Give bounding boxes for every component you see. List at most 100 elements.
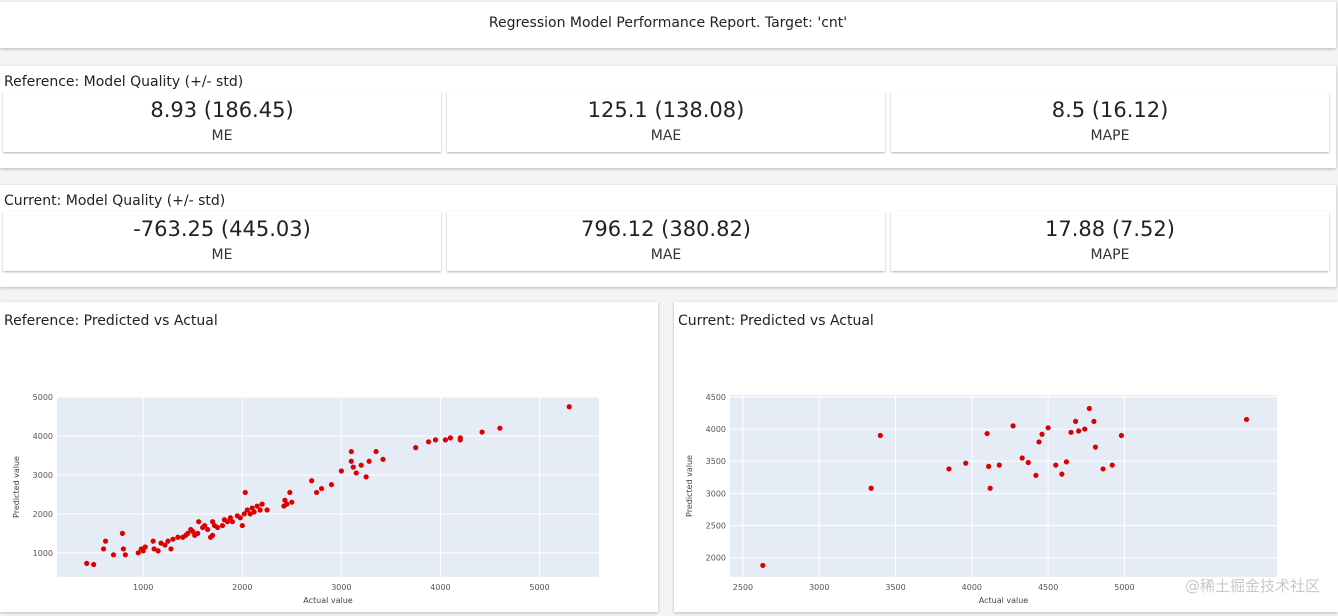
metric-value: 17.88 (7.52) xyxy=(1045,217,1175,241)
metric-box: 8.5 (16.12) MAPE xyxy=(891,92,1329,152)
point xyxy=(254,503,260,509)
x-axis-label: Actual value xyxy=(979,596,1029,605)
metric-value: 796.12 (380.82) xyxy=(580,217,752,241)
point xyxy=(1010,423,1016,429)
point xyxy=(363,474,369,480)
watermark: @稀土掘金技术社区 xyxy=(1184,577,1320,595)
point xyxy=(84,560,90,566)
point xyxy=(185,530,191,536)
point xyxy=(237,515,243,521)
point xyxy=(249,505,255,511)
x-tick-label: 2500 xyxy=(733,583,753,592)
chart-card: Current: Predicted vs Actual 2500 3000 3500… xyxy=(674,302,1338,612)
y-tick-label: 3500 xyxy=(706,457,726,466)
x-tick-label: 4000 xyxy=(962,583,982,592)
point xyxy=(170,536,176,542)
point xyxy=(244,507,250,513)
x-tick-label: 1000 xyxy=(133,583,153,592)
point xyxy=(1025,459,1031,466)
y-tick-label: 1000 xyxy=(33,549,53,558)
point xyxy=(328,482,335,488)
point xyxy=(1086,405,1092,412)
x-axis-label: Actual value xyxy=(303,596,353,605)
point xyxy=(442,437,449,443)
point xyxy=(287,489,293,496)
metric-label: MAPE xyxy=(1090,247,1130,263)
point xyxy=(1072,418,1079,424)
point xyxy=(1019,455,1025,461)
metric-value: 8.93 (186.45) xyxy=(150,98,294,122)
y-tick-label: 4000 xyxy=(33,432,53,441)
point xyxy=(122,552,128,558)
y-tick-label: 2000 xyxy=(706,554,726,563)
plot-area xyxy=(57,397,599,577)
point xyxy=(119,530,125,536)
y-tick-label: 4000 xyxy=(706,425,726,434)
quality-panel: Reference: Model Quality (+/- std) 8.93 (… xyxy=(0,66,1336,168)
point xyxy=(457,435,463,441)
chart: Reference: Predicted vs Actual 1000 2000 30… xyxy=(4,313,599,605)
point xyxy=(91,561,97,568)
metric-box: 8.93 (186.45) ME xyxy=(3,92,441,152)
point xyxy=(338,468,344,474)
point xyxy=(259,501,265,507)
point xyxy=(289,499,295,505)
point xyxy=(984,430,990,437)
point xyxy=(214,524,221,531)
point xyxy=(196,519,202,525)
point xyxy=(151,546,157,552)
point xyxy=(425,439,432,445)
chart-title: Reference: Predicted vs Actual xyxy=(4,313,218,329)
quality-panel: Current: Model Quality (+/- std) -763.25 … xyxy=(0,185,1336,287)
point xyxy=(100,546,107,552)
point xyxy=(209,532,216,538)
point xyxy=(963,460,969,466)
x-tick-label: 4500 xyxy=(1038,583,1058,592)
point xyxy=(165,538,171,544)
point xyxy=(1092,444,1099,450)
point xyxy=(380,456,386,462)
point xyxy=(162,542,168,548)
metric-box: -763.25 (445.03) ME xyxy=(3,211,441,271)
point xyxy=(877,432,883,439)
metric-box: 796.12 (380.82) MAE xyxy=(447,211,885,271)
x-tick-label: 3000 xyxy=(331,583,351,592)
point xyxy=(102,538,109,544)
point xyxy=(760,562,766,569)
point xyxy=(239,522,245,529)
point xyxy=(1109,462,1115,468)
plot-area xyxy=(730,395,1277,577)
point xyxy=(241,511,247,517)
point xyxy=(358,462,364,468)
metric-value: 125.1 (138.08) xyxy=(587,98,745,122)
point xyxy=(135,550,141,556)
point xyxy=(205,526,211,533)
point xyxy=(314,489,320,496)
point xyxy=(1091,418,1097,424)
x-tick-label: 3000 xyxy=(809,583,829,592)
point xyxy=(1039,431,1045,437)
point xyxy=(142,544,148,550)
point xyxy=(168,546,174,552)
metric-value: 8.5 (16.12) xyxy=(1051,98,1169,122)
point xyxy=(348,458,354,464)
point xyxy=(155,548,161,554)
point xyxy=(1036,439,1042,445)
panel-title: Current: Model Quality (+/- std) xyxy=(4,193,226,209)
point xyxy=(996,462,1002,468)
point xyxy=(202,522,208,529)
metric-label: MAE xyxy=(650,128,682,144)
y-tick-label: 2500 xyxy=(706,522,726,531)
point xyxy=(868,485,874,491)
point xyxy=(479,429,485,435)
point xyxy=(1082,426,1088,432)
point xyxy=(432,437,439,443)
point xyxy=(373,448,379,455)
point xyxy=(1118,432,1124,439)
point xyxy=(1059,471,1065,477)
metric-label: ME xyxy=(211,247,233,263)
metric-label: ME xyxy=(211,128,233,144)
point xyxy=(284,501,290,507)
point xyxy=(413,445,419,451)
point xyxy=(257,507,263,513)
